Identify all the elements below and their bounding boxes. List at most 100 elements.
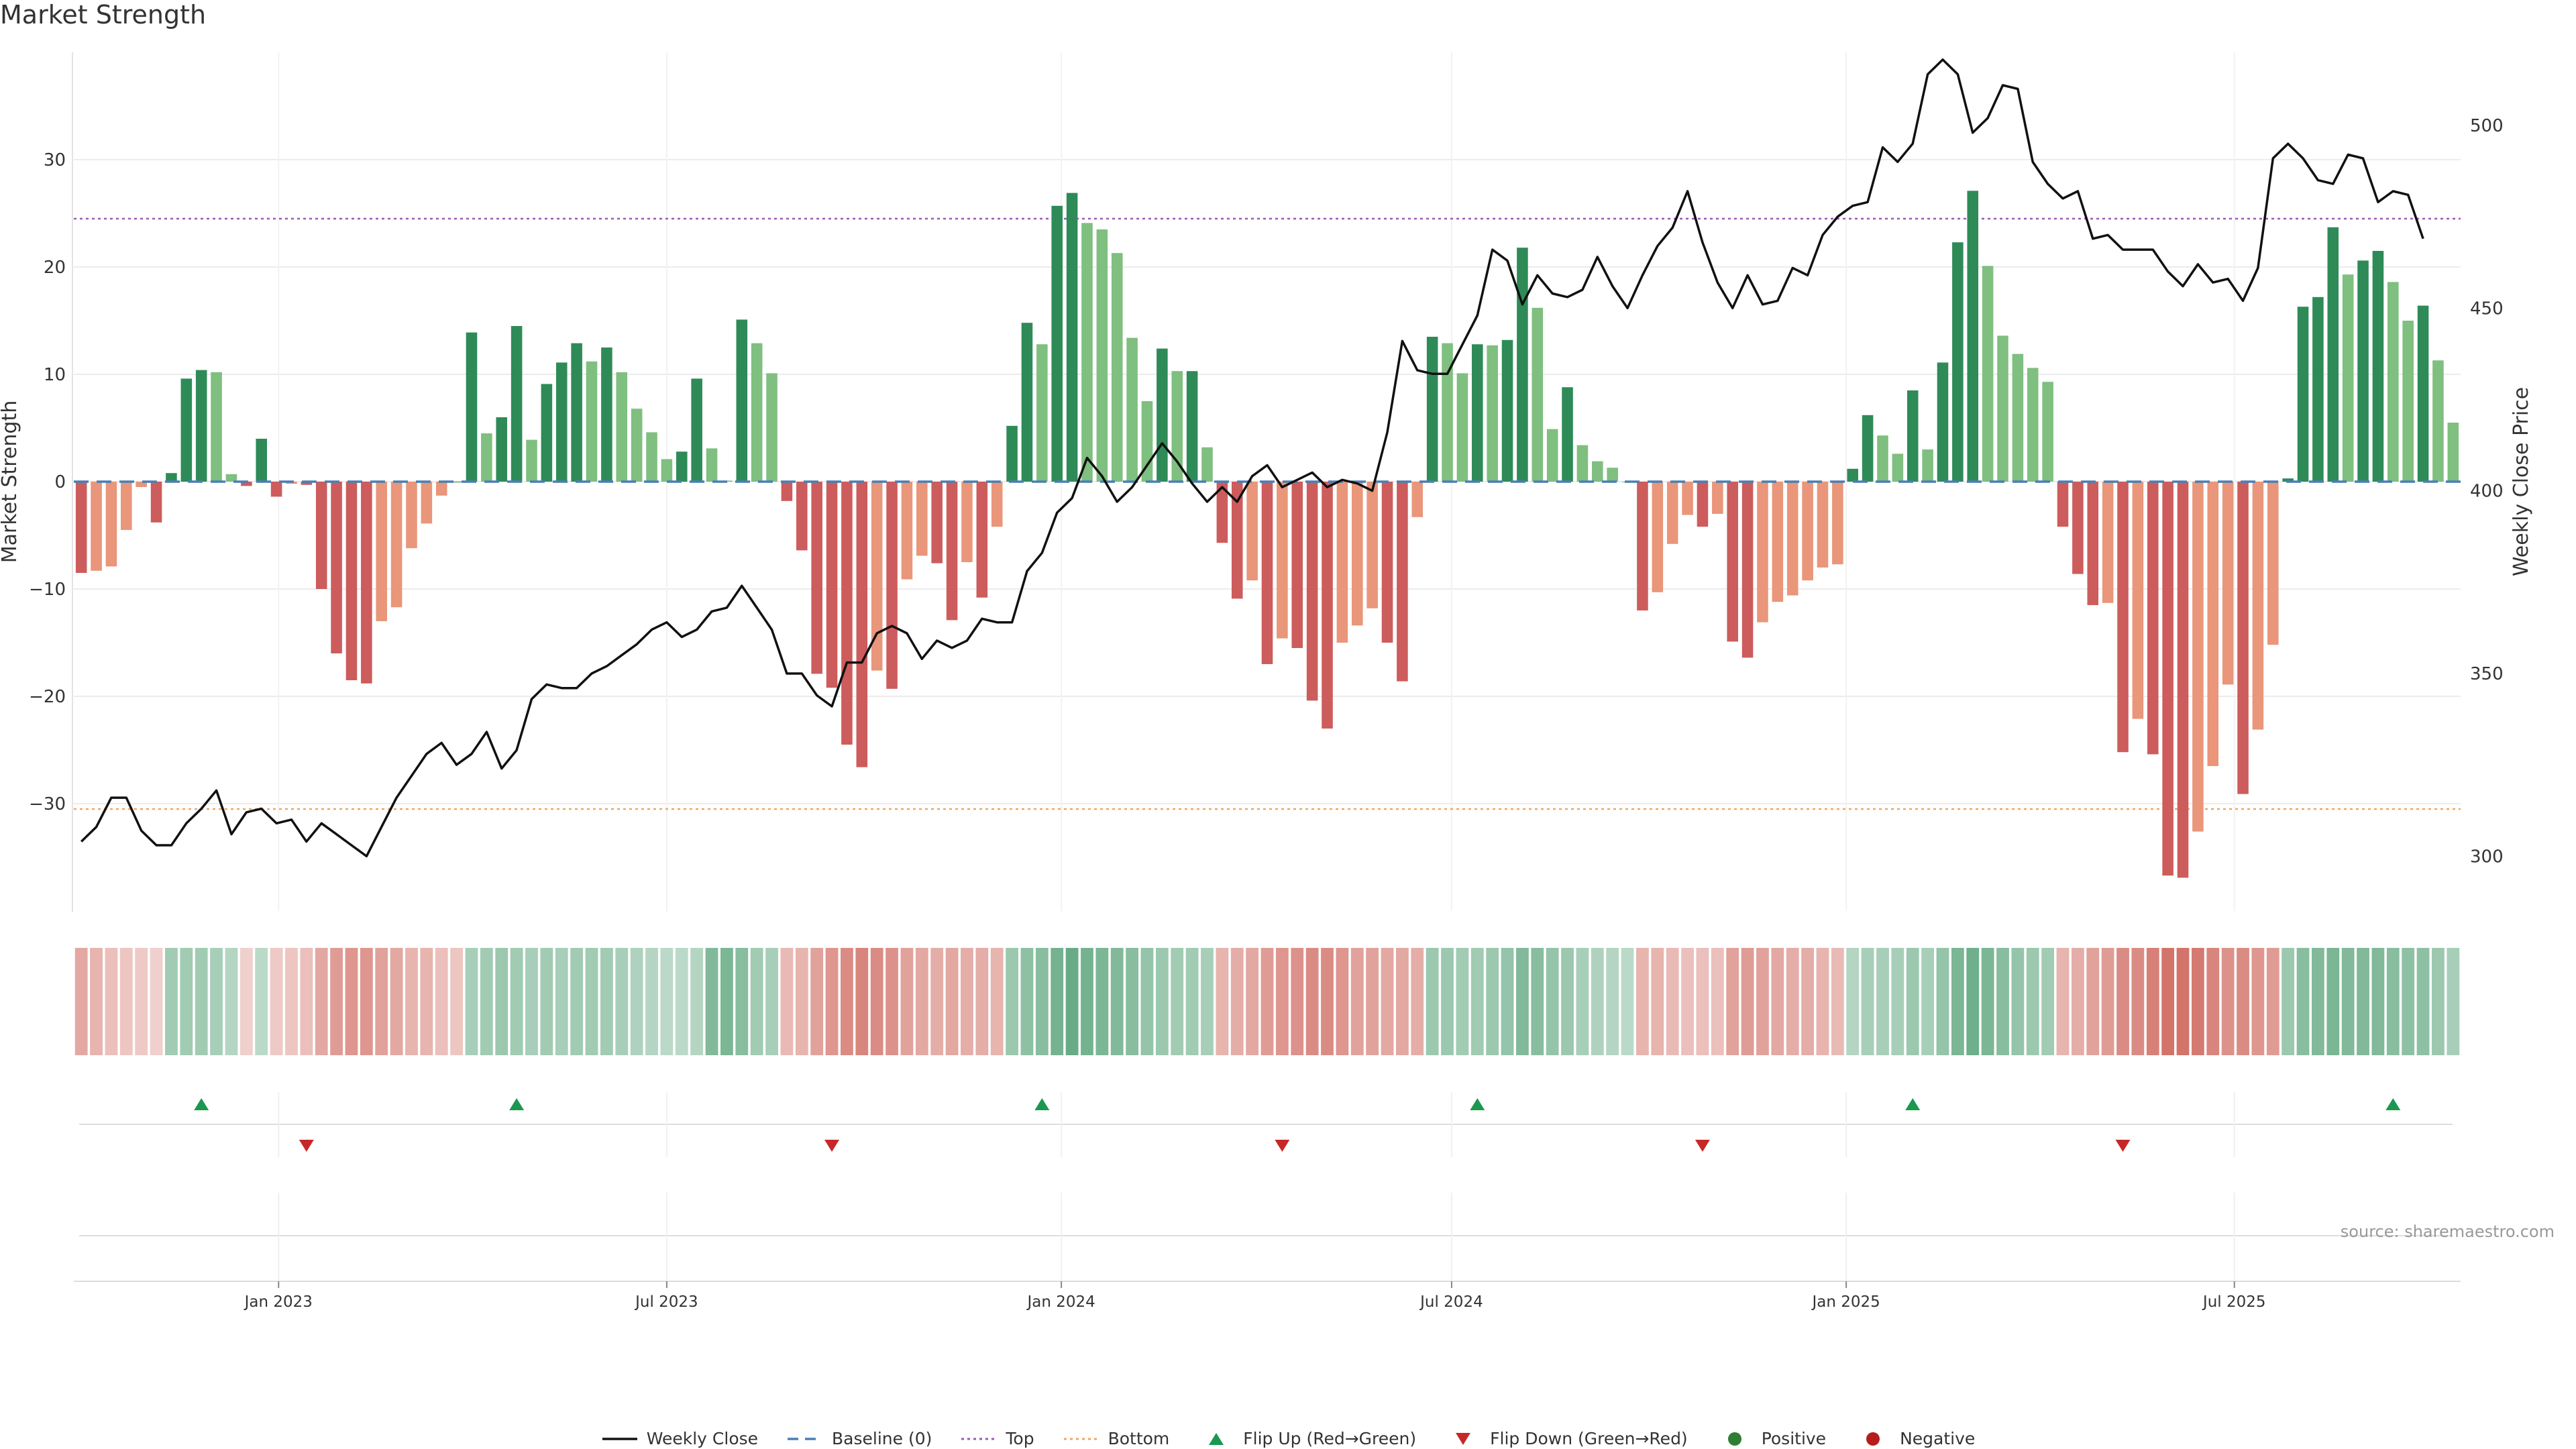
strength-bar — [1096, 229, 1108, 482]
intensity-cell — [105, 948, 118, 1055]
dotted-line-icon — [1063, 1438, 1099, 1440]
intensity-cell — [1936, 948, 1949, 1055]
legend-label: Positive — [1761, 1429, 1827, 1448]
strength-bar — [1952, 242, 1964, 482]
intensity-cell — [1861, 948, 1874, 1055]
intensity-cell — [1921, 948, 1935, 1055]
intensity-cell — [1350, 948, 1364, 1055]
intensity-cell — [1891, 948, 1904, 1055]
strength-bar — [211, 372, 222, 482]
x-tick-label: Jan 2024 — [1026, 1293, 1095, 1311]
intensity-cell — [1876, 948, 1889, 1055]
intensity-cell — [810, 948, 824, 1055]
strength-bar — [1847, 468, 1858, 482]
strength-bars — [74, 191, 2461, 878]
intensity-cell — [2206, 948, 2220, 1055]
intensity-cell — [1501, 948, 1514, 1055]
intensity-cell — [2326, 948, 2340, 1055]
intensity-cell — [1411, 948, 1424, 1055]
intensity-cell — [2282, 948, 2295, 1055]
intensity-cell — [435, 948, 448, 1055]
strength-bar — [2042, 382, 2053, 482]
intensity-cell — [2237, 948, 2249, 1055]
strength-bar — [1997, 335, 2008, 482]
intensity-cell — [930, 948, 944, 1055]
intensity-cell — [2266, 948, 2279, 1055]
strength-bar — [496, 417, 508, 482]
intensity-cell — [2116, 948, 2129, 1055]
intensity-cell — [915, 948, 928, 1055]
intensity-cell — [1201, 948, 1214, 1055]
intensity-cell — [2101, 948, 2114, 1055]
intensity-cell — [2296, 948, 2310, 1055]
intensity-cell — [1185, 948, 1199, 1055]
flip-down-marker — [824, 1140, 840, 1152]
legend-label: Negative — [1900, 1429, 1976, 1448]
strength-bar — [826, 482, 838, 688]
strength-bar — [1501, 339, 1513, 482]
strength-bar — [2252, 482, 2264, 730]
strength-bar — [2192, 482, 2204, 832]
intensity-cell — [285, 948, 298, 1055]
strength-bar — [361, 482, 372, 684]
strength-bar — [586, 361, 598, 482]
intensity-cell — [180, 948, 193, 1055]
strength-bar — [1546, 429, 1558, 482]
intensity-cell — [2371, 948, 2385, 1055]
strength-bar — [2267, 482, 2279, 645]
strength-bar — [1877, 435, 1888, 482]
intensity-cell — [1816, 948, 1829, 1055]
intensity-cell — [1711, 948, 1724, 1055]
strength-bar — [75, 482, 87, 573]
flip-markers — [79, 1092, 2453, 1281]
intensity-cell — [540, 948, 553, 1055]
flip-up-marker — [194, 1098, 209, 1110]
intensity-cell — [1006, 948, 1018, 1055]
intensity-cell — [2026, 948, 2039, 1055]
strength-bar — [1637, 482, 1648, 610]
strength-bar — [1802, 482, 1813, 581]
strength-bar — [195, 370, 207, 482]
intensity-cell — [2056, 948, 2070, 1055]
intensity-cell — [1621, 948, 1634, 1055]
intensity-cell — [1065, 948, 1079, 1055]
intensity-cell — [1020, 948, 1034, 1055]
intensity-cell — [225, 948, 238, 1055]
intensity-cell — [1996, 948, 2009, 1055]
strength-bar — [1967, 191, 1979, 482]
legend-item: Positive — [1716, 1429, 1826, 1448]
y2-tick-label: 450 — [2470, 299, 2504, 319]
strength-bar — [406, 482, 417, 549]
x-axis: Jan 2023 Jul 2023 Jan 2024 Jul 2024 Jan 2025… — [74, 1281, 2461, 1311]
intensity-cell — [630, 948, 643, 1055]
intensity-cell — [2312, 948, 2324, 1055]
intensity-cell — [855, 948, 869, 1055]
strength-bar — [1576, 445, 1589, 482]
intensity-cell — [705, 948, 718, 1055]
strength-bar — [2312, 297, 2324, 482]
strength-bar — [1381, 482, 1393, 643]
strength-bar — [1712, 482, 1723, 514]
intensity-cell — [1155, 948, 1169, 1055]
strength-bar — [2207, 482, 2219, 766]
intensity-cell — [1666, 948, 1679, 1055]
strength-bar — [1862, 415, 1874, 482]
strength-bar — [2102, 482, 2114, 603]
y2-tick-label: 500 — [2470, 116, 2504, 136]
intensity-cell — [1651, 948, 1664, 1055]
strength-bar — [931, 482, 943, 564]
strength-bar — [331, 482, 342, 653]
strength-bar — [390, 482, 402, 608]
intensity-cell — [1531, 948, 1544, 1055]
intensity-cell — [1636, 948, 1649, 1055]
strength-bar — [2342, 274, 2354, 482]
intensity-cell — [1275, 948, 1289, 1055]
intensity-cell — [1321, 948, 1334, 1055]
intensity-cell — [450, 948, 464, 1055]
intensity-cell — [795, 948, 808, 1055]
intensity-cell — [1906, 948, 1919, 1055]
strength-bar — [1532, 307, 1544, 482]
intensity-cell — [1591, 948, 1604, 1055]
strength-bar — [2087, 482, 2099, 605]
strength-bar — [1741, 482, 1754, 658]
